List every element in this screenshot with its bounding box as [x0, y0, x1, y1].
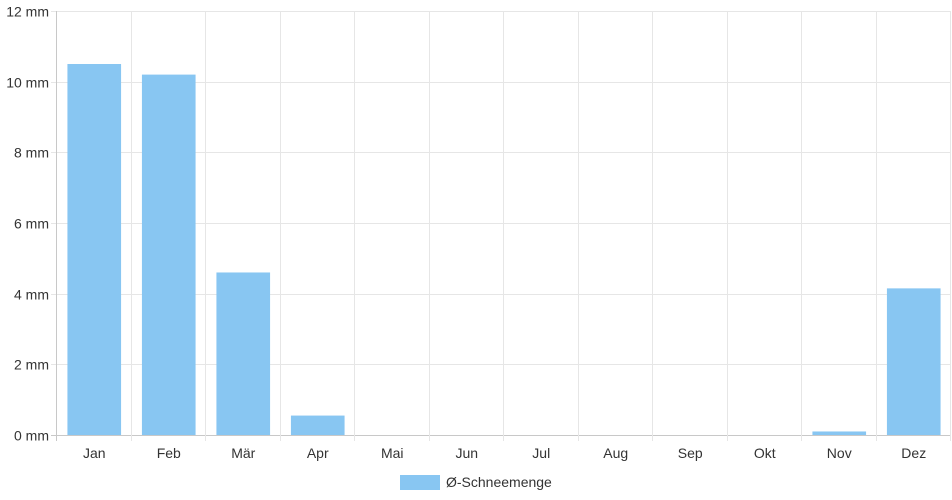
bars — [67, 64, 941, 435]
bar-mär[interactable] — [216, 272, 271, 435]
legend[interactable]: Ø-Schneemenge — [400, 474, 552, 490]
y-axis: 0 mm 2 mm 4 mm 6 mm 8 mm 10 mm 12 mm — [6, 4, 49, 444]
bar-feb[interactable] — [141, 74, 196, 435]
x-tick-label: Feb — [157, 445, 181, 461]
legend-swatch[interactable] — [400, 475, 440, 490]
bar-apr[interactable] — [290, 415, 345, 435]
legend-label[interactable]: Ø-Schneemenge — [446, 474, 552, 490]
bar-jan[interactable] — [67, 64, 122, 435]
y-tick-label: 2 mm — [14, 357, 49, 373]
y-tick-label: 10 mm — [6, 75, 49, 91]
x-tick-label: Sep — [678, 445, 703, 461]
y-tick-label: 4 mm — [14, 287, 49, 303]
x-tick-label: Mai — [381, 445, 404, 461]
bar-dez[interactable] — [886, 288, 941, 435]
x-tick-label: Jun — [455, 445, 478, 461]
bar-nov[interactable] — [812, 431, 867, 435]
x-tick-label: Aug — [603, 445, 628, 461]
grid — [51, 11, 951, 441]
x-tick-label: Nov — [827, 445, 852, 461]
y-tick-label: 12 mm — [6, 4, 49, 20]
y-tick-label: 6 mm — [14, 216, 49, 232]
y-tick-label: 8 mm — [14, 145, 49, 161]
x-tick-label: Apr — [307, 445, 329, 461]
y-tick-label: 0 mm — [14, 428, 49, 444]
x-tick-label: Dez — [901, 445, 926, 461]
x-tick-label: Jul — [532, 445, 550, 461]
x-tick-label: Mär — [231, 445, 255, 461]
x-axis: Jan Feb Mär Apr Mai Jun Jul Aug Sep Okt Nov Dez — [83, 445, 926, 461]
x-tick-label: Jan — [83, 445, 106, 461]
x-tick-label: Okt — [754, 445, 776, 461]
